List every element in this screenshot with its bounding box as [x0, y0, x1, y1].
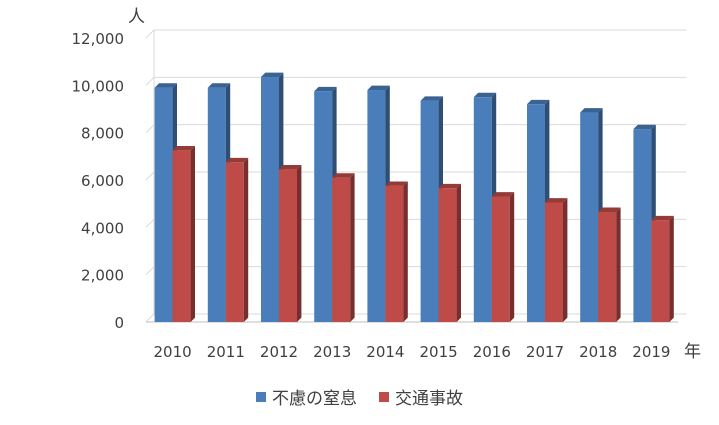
bar-side: [669, 215, 674, 322]
bar-top: [279, 164, 302, 170]
bar-top: [438, 183, 461, 189]
bar-top: [225, 157, 249, 163]
gridline-side: [145, 29, 155, 39]
bar-top: [420, 96, 443, 101]
bar-front: [207, 87, 226, 322]
bar-top: [545, 198, 568, 203]
bar-front: [651, 220, 670, 322]
legend-swatch-series-1: [256, 391, 266, 402]
bar-front: [580, 112, 599, 322]
legend: 不慮の窒息 交通事故: [0, 384, 719, 409]
legend-label-series-1: 不慮の窒息: [272, 389, 357, 409]
bar-top: [314, 86, 337, 92]
legend-label-series-2: 交通事故: [395, 389, 463, 409]
bar-side: [350, 173, 355, 322]
bar-front: [314, 91, 333, 322]
legend-item-series-1: 不慮の窒息: [256, 384, 357, 409]
y-tick-label: 8,000: [81, 125, 124, 143]
x-tick-label: 2011: [207, 343, 245, 361]
tick-labels: 0 2,000 4,000 6,000 8,000 10,000 12,000 2010 201…: [72, 30, 671, 361]
x-tick-label: 2013: [313, 343, 351, 361]
bar-side: [616, 207, 621, 322]
legend-item-series-2: 交通事故: [379, 384, 463, 409]
bar: [491, 192, 515, 322]
bar-top: [527, 99, 550, 105]
bar-front: [279, 169, 297, 322]
bar-side: [563, 198, 568, 322]
bar-side: [243, 157, 249, 322]
x-tick-label: 2010: [154, 343, 192, 361]
bar-top: [367, 85, 390, 91]
y-tick-label: 2,000: [81, 267, 124, 285]
bars: [154, 72, 674, 323]
x-tick-label: 2019: [632, 343, 670, 361]
bar-top: [261, 72, 284, 78]
x-tick-label: 2016: [473, 343, 511, 361]
bar-side: [190, 146, 195, 322]
bar-front: [527, 104, 545, 323]
bar-chart: 人 年 0 2,000 4,000 6,000 8,000 10,000 12,000 201…: [72, 7, 702, 362]
bar-front: [172, 150, 191, 322]
bar-side: [456, 183, 461, 322]
bar: [651, 215, 674, 322]
bar-front: [598, 211, 617, 322]
x-tick-label: 2017: [526, 343, 564, 361]
gridline-side: [145, 171, 155, 181]
y-tick-label: 0: [114, 314, 124, 332]
legend-swatch-series-2: [379, 391, 389, 402]
gridline-side: [145, 313, 155, 323]
bar-front: [385, 185, 404, 322]
bar-front: [367, 90, 386, 322]
bar-top: [598, 207, 621, 212]
bar-front: [491, 196, 510, 322]
bar: [279, 164, 302, 322]
bar-side: [509, 192, 515, 322]
x-unit-label: 年: [684, 342, 701, 362]
y-tick-label: 10,000: [72, 77, 125, 95]
bar-top: [491, 192, 515, 197]
x-tick-label: 2012: [260, 343, 298, 361]
gridline-side: [145, 266, 155, 276]
bar-front: [438, 188, 457, 322]
gridline-side: [145, 218, 155, 228]
bar-front: [154, 87, 173, 322]
bar-front: [633, 129, 652, 322]
y-unit-label: 人: [128, 7, 145, 27]
bar: [172, 146, 195, 322]
gridline-side: [145, 76, 155, 86]
y-tick-label: 4,000: [81, 219, 124, 237]
bar-top: [633, 124, 656, 130]
bar-side: [297, 164, 302, 322]
y-tick-label: 6,000: [81, 172, 124, 190]
bar-front: [261, 77, 279, 322]
bar-front: [420, 100, 439, 322]
bar: [598, 207, 621, 322]
bar: [438, 183, 461, 322]
bar-front: [545, 202, 563, 322]
gridline-side: [145, 124, 155, 134]
x-tick-label: 2018: [579, 343, 617, 361]
bar: [545, 198, 568, 322]
bar-top: [580, 108, 603, 113]
y-tick-label: 12,000: [72, 30, 125, 48]
bar-front: [332, 177, 351, 322]
bar: [332, 173, 355, 322]
bar-front: [225, 162, 244, 322]
bar: [225, 157, 249, 322]
x-tick-label: 2014: [366, 343, 404, 361]
bar: [385, 181, 408, 322]
bar-top: [651, 215, 674, 221]
bar-top: [385, 181, 408, 186]
bar-front: [473, 97, 492, 323]
bar-top: [207, 83, 231, 88]
bar-top: [154, 83, 177, 88]
bar-top: [473, 92, 497, 98]
bar-top: [332, 173, 355, 178]
bar-side: [403, 181, 408, 322]
bar-top: [172, 146, 195, 151]
x-tick-label: 2015: [420, 343, 458, 361]
